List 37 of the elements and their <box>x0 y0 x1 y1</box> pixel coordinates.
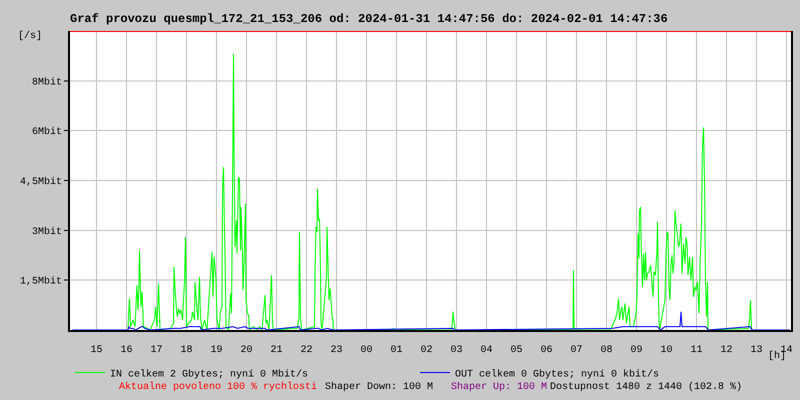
x-tick-label: 23 <box>330 345 343 356</box>
x-tick-label: 10 <box>660 345 673 356</box>
x-tick-label: 19 <box>210 345 223 356</box>
x-tick-label: 06 <box>540 345 553 356</box>
x-tick-label: 02 <box>420 345 433 356</box>
chart-title: Graf provozu quesmpl_172_21_153_206 od: 2024-01-31 14:47:56 do: 2024-02-01 14:47:36 <box>70 12 668 26</box>
y-tick-label: 3Mbit <box>32 226 62 238</box>
x-tick-label: 17 <box>150 345 163 356</box>
x-tick-label: 21 <box>270 345 283 356</box>
x-tick-label: 08 <box>600 345 613 356</box>
x-tick-label: 15 <box>90 345 103 356</box>
text: Dostupnost 1480 z 1440 (102.8 %) <box>550 381 742 393</box>
x-tick-label: 20 <box>240 345 253 356</box>
x-tick-label: 05 <box>510 345 523 356</box>
y-axis-title: [/s] <box>18 30 42 42</box>
text: Shaper Up: 100 M <box>451 381 548 393</box>
y-tick-label: 4,5Mbit <box>20 176 62 188</box>
legend-label: IN celkem 2 Gbytes; nyní 0 Mbit/s <box>110 368 308 380</box>
x-tick-label: 09 <box>630 345 643 356</box>
y-tick-label: 1,5Mbit <box>20 276 62 288</box>
y-tick-label: 6Mbit <box>32 126 62 138</box>
line-series <box>72 311 790 330</box>
x-tick-label: 03 <box>450 345 463 356</box>
x-tick-label: 04 <box>480 345 493 356</box>
legend-label: OUT celkem 0 Gbytes; nyní 0 kbit/s <box>455 368 660 380</box>
x-tick-label: 00 <box>360 345 373 356</box>
text: Shaper Down: 100 M <box>325 381 434 393</box>
x-tick-label: 16 <box>120 345 133 356</box>
text: Aktualne povoleno 100 % rychlosti <box>119 381 318 393</box>
x-tick-label: 13 <box>750 345 763 356</box>
x-tick-label: 12 <box>720 345 733 356</box>
y-tick-label: 8Mbit <box>32 76 62 88</box>
x-tick-label: 22 <box>300 345 313 356</box>
x-tick-label: 11 <box>690 345 703 356</box>
x-tick-label: 07 <box>570 345 583 356</box>
x-tick-label: 01 <box>390 345 403 356</box>
x-tick-label: 18 <box>180 345 193 356</box>
